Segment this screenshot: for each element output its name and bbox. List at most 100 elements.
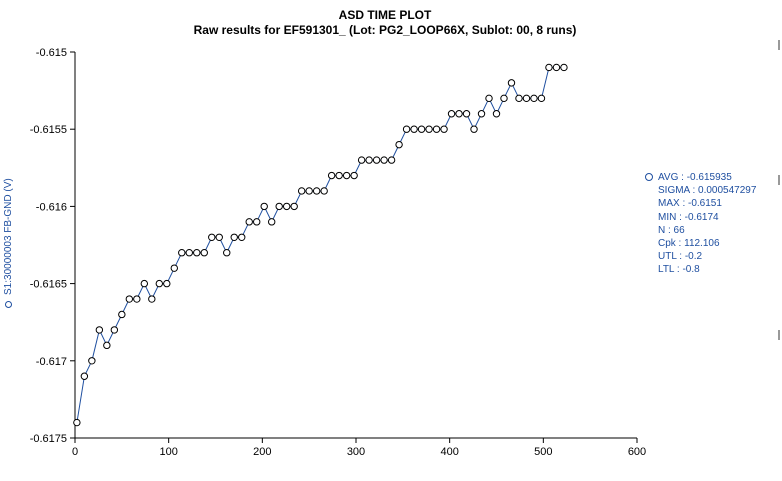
- data-point: [238, 233, 246, 241]
- stats-text: MAX : -0.6151: [658, 198, 722, 210]
- data-point: [545, 63, 553, 72]
- data-point: [125, 295, 134, 303]
- data-point: [350, 171, 358, 180]
- data-point: [155, 279, 164, 288]
- data-point: [208, 233, 216, 241]
- right-edge-area: [777, 0, 782, 481]
- data-point: [387, 156, 396, 164]
- stats-text: Cpk : 112.106: [658, 238, 720, 250]
- data-point: [297, 187, 306, 195]
- stats-line: MAX : -0.6151: [644, 197, 756, 210]
- data-point: [170, 264, 178, 272]
- x-tick-label: 400: [440, 446, 458, 458]
- data-point: [417, 125, 426, 133]
- y-tick-label: -0.615: [36, 47, 67, 59]
- edge-tick-top: [778, 40, 780, 50]
- x-tick-label: 100: [159, 446, 177, 458]
- data-point: [95, 326, 104, 334]
- data-point: [110, 326, 119, 334]
- data-point: [537, 94, 546, 103]
- data-point: [365, 156, 373, 164]
- legend-marker: [645, 173, 653, 181]
- x-tick-label: 500: [534, 446, 552, 458]
- chart-axes: -0.6175 -0.617 -0.6165 -0.616 -0.6155 -0.615 0…: [30, 47, 646, 458]
- data-point: [447, 110, 456, 118]
- data-point: [282, 202, 291, 211]
- data-point: [485, 94, 493, 103]
- data-point: [118, 310, 126, 319]
- stats-text: AVG : -0.615935: [658, 172, 732, 183]
- data-point: [223, 249, 231, 257]
- y-tick-label: -0.616: [36, 201, 67, 213]
- edge-tick-mid: [778, 175, 780, 185]
- y-tick-label: -0.617: [36, 356, 67, 368]
- data-point: [305, 187, 313, 195]
- x-tick-label: 0: [72, 446, 78, 458]
- data-point: [335, 171, 343, 180]
- data-point: [268, 218, 276, 226]
- data-point: [290, 202, 298, 211]
- stats-text: LTL : -0.8: [658, 264, 700, 276]
- data-point: [560, 63, 568, 72]
- data-point: [507, 79, 516, 87]
- series-layer: [73, 63, 568, 427]
- data-point: [320, 187, 328, 195]
- data-point: [200, 249, 208, 257]
- stats-text: SIGMA : 0.000547297: [658, 185, 757, 197]
- data-point: [357, 156, 366, 164]
- stats-legend: AVG : -0.615935 SIGMA : 0.000547297 MAX : …: [644, 171, 756, 277]
- data-point: [440, 125, 448, 133]
- data-point: [103, 341, 111, 350]
- x-tick-label: 600: [628, 446, 646, 458]
- data-point: [260, 202, 268, 211]
- data-point: [342, 171, 351, 180]
- data-point: [327, 171, 336, 180]
- x-tick-label: 300: [347, 446, 365, 458]
- stats-line: Cpk : 112.106: [644, 237, 756, 250]
- x-tick-label: 200: [253, 446, 271, 458]
- data-point: [395, 140, 403, 149]
- data-point: [253, 218, 261, 226]
- chart-title: ASD TIME PLOT: [338, 8, 432, 22]
- data-point: [80, 372, 89, 380]
- data-point: [492, 110, 501, 118]
- data-point: [148, 295, 156, 303]
- series-line: [76, 66, 564, 423]
- stats-text: UTL : -0.2: [658, 251, 703, 263]
- stats-text: MIN : -0.6174: [658, 211, 719, 223]
- data-point: [462, 110, 471, 118]
- data-point: [515, 94, 523, 103]
- stats-text: N : 66: [658, 224, 685, 236]
- data-point: [245, 218, 253, 226]
- data-point: [193, 249, 201, 257]
- data-point: [470, 125, 478, 133]
- data-point: [215, 233, 223, 241]
- stats-line: LTL : -0.8: [644, 263, 756, 276]
- y-tick-label: -0.6175: [30, 433, 67, 445]
- data-point: [178, 249, 186, 257]
- data-point: [372, 156, 381, 164]
- stats-line: SIGMA : 0.000547297: [644, 184, 756, 197]
- data-point: [133, 295, 141, 303]
- data-point: [425, 125, 433, 133]
- stats-line: UTL : -0.2: [644, 250, 756, 263]
- data-point: [140, 279, 149, 288]
- data-point: [230, 233, 238, 241]
- data-point: [163, 279, 171, 288]
- edge-tick-bottom: [778, 330, 780, 340]
- data-point: [88, 357, 96, 365]
- data-point: [410, 125, 418, 133]
- y-tick-label: -0.6165: [30, 279, 67, 291]
- data-point: [185, 249, 193, 257]
- data-point: [530, 94, 538, 103]
- data-point: [455, 110, 463, 118]
- data-point: [500, 94, 508, 103]
- data-point: [312, 187, 321, 195]
- y-tick-label: -0.6155: [30, 124, 67, 136]
- stats-line: MIN : -0.6174: [644, 211, 756, 224]
- data-point: [73, 418, 81, 427]
- data-point: [432, 125, 441, 133]
- data-point: [477, 110, 486, 118]
- data-point: [380, 156, 388, 164]
